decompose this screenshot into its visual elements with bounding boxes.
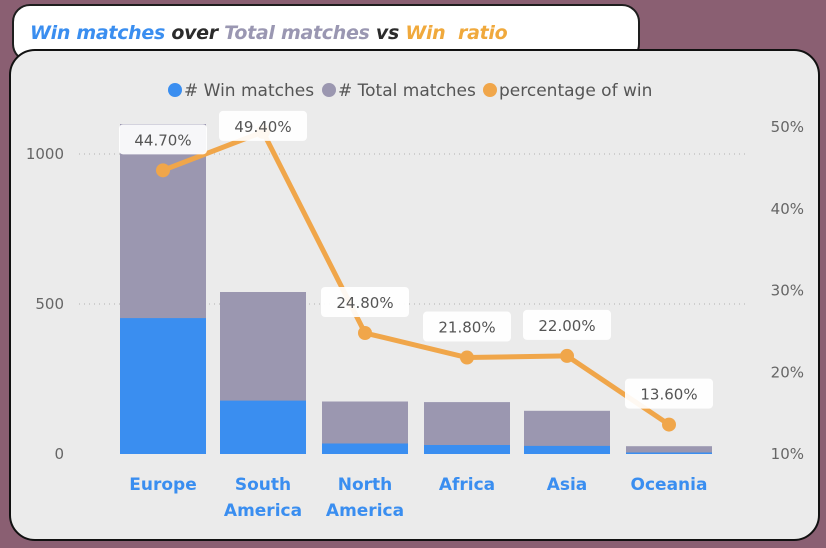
legend-marker <box>322 83 336 97</box>
point-percentage <box>560 348 574 363</box>
legend-label: # Win matches <box>184 81 314 101</box>
data-label-box <box>219 110 307 141</box>
title-vs: vs <box>375 22 399 44</box>
data-label-box <box>119 124 207 155</box>
category-label: America <box>326 501 404 521</box>
bar-win <box>524 445 610 454</box>
bar-win <box>424 445 510 454</box>
bar-win <box>626 452 712 454</box>
category-label: America <box>224 501 302 521</box>
chart-title: Win matches over Total matches vs Win ra… <box>30 22 508 44</box>
point-percentage <box>662 417 676 432</box>
category-label: Africa <box>439 475 495 495</box>
point-percentage <box>156 163 170 178</box>
title-win-ratio: Win ratio <box>405 22 508 44</box>
y-right-tick-label: 20% <box>771 363 804 381</box>
chart-card: 0 500 1000 10% 20% 30% 40% 50% 44.70% 49.40% 24.80… <box>9 49 820 541</box>
data-label: 22.00% <box>538 317 595 335</box>
point-percentage <box>358 326 372 341</box>
y-right-tick-label: 30% <box>771 282 804 300</box>
y-right-tick-label: 50% <box>771 118 804 136</box>
legend-label: percentage of win <box>499 81 652 101</box>
title-over: over <box>171 22 218 44</box>
category-label: Europe <box>129 475 196 495</box>
y-left-tick-label: 500 <box>35 295 64 313</box>
data-label: 44.70% <box>134 131 191 149</box>
y-right-tick-label: 40% <box>771 200 804 218</box>
title-win-matches: Win matches <box>30 22 165 44</box>
bar-total <box>626 446 712 454</box>
data-label-box <box>423 311 511 342</box>
data-label-box <box>625 378 713 409</box>
legend-marker <box>168 83 182 97</box>
y-left-tick-label: 0 <box>54 445 64 463</box>
title-total-matches: Total matches <box>224 22 370 44</box>
legend-marker <box>483 83 497 97</box>
data-label: 21.80% <box>438 319 495 337</box>
category-label: North <box>338 475 393 495</box>
category-label: South <box>235 475 291 495</box>
bar-win <box>220 400 306 454</box>
category-label: Oceania <box>631 475 708 495</box>
legend-label: # Total matches <box>338 81 476 101</box>
data-label-box <box>523 309 611 340</box>
data-label-box <box>321 287 409 318</box>
data-label: 24.80% <box>336 294 393 312</box>
data-label: 49.40% <box>234 118 291 136</box>
bar-win <box>322 443 408 454</box>
data-label: 13.60% <box>640 386 697 404</box>
y-left-tick-label: 1000 <box>26 145 64 163</box>
y-right-tick-label: 10% <box>771 445 804 463</box>
category-label: Asia <box>547 475 588 495</box>
bar-win <box>120 318 206 454</box>
combo-chart: 0 500 1000 10% 20% 30% 40% 50% 44.70% 49.40% 24.80… <box>26 81 804 521</box>
point-percentage <box>460 350 474 365</box>
